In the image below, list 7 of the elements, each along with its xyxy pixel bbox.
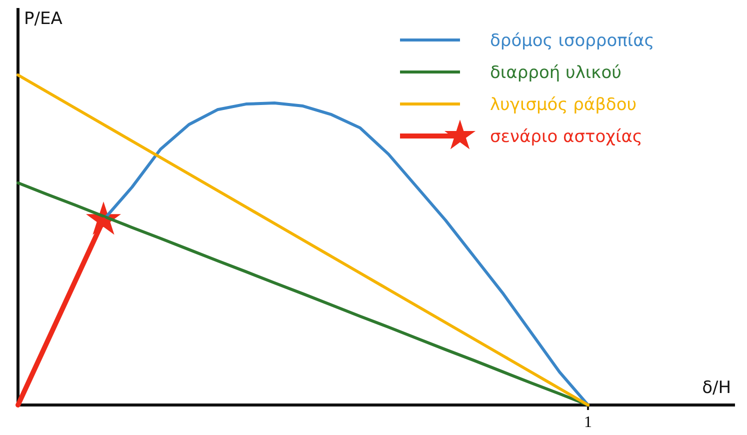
text: δ/H	[702, 378, 731, 398]
y-axis-title: P/EA	[24, 9, 63, 29]
legend-label: σενάριο αστοχίας	[490, 127, 642, 147]
text: 1	[584, 414, 592, 431]
legend-label: δρόμος ισορροπίας	[490, 31, 654, 51]
legend-label: λυγισμός ράβδου	[490, 95, 637, 115]
legend-label: διαρροή υλικού	[490, 63, 622, 83]
